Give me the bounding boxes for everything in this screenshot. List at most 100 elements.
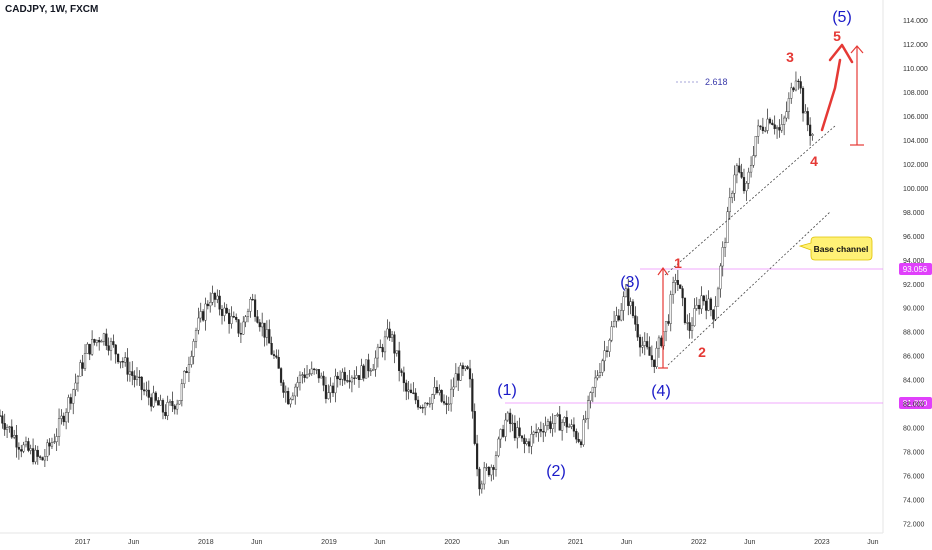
candle [669,290,672,332]
candle [237,319,240,337]
candle [400,368,403,377]
candle [650,345,653,367]
measure-arrow-left[interactable] [657,266,669,369]
candle [41,456,44,461]
candle [435,380,439,395]
candle [714,296,717,321]
candle [792,86,795,92]
candle [98,336,101,351]
x-tick-label: 2021 [568,539,584,546]
candle [638,334,642,357]
candle [407,380,410,400]
candle [627,278,630,316]
price-badge-81: 81.880 [899,397,932,409]
candle [688,313,691,339]
candle [157,397,160,406]
candle [72,388,75,415]
candle [298,371,302,391]
candle [251,293,254,301]
candle [683,297,687,325]
candle [119,361,122,369]
candle [624,284,627,298]
candle [168,399,172,406]
price-axis[interactable]: 72.000 74.000 76.000 78.000 80.000 82.000 84.0… [903,18,928,528]
measure-arrow-right[interactable] [850,45,864,146]
candle [398,341,401,382]
candle [752,145,755,168]
candle [797,78,800,90]
wave-label-blue-1: (1) [497,382,517,399]
candle [754,136,757,158]
candle [34,445,37,465]
candle [209,292,212,313]
candle [310,361,313,376]
projection-arrow[interactable] [820,43,854,132]
candle [719,263,722,298]
candle [636,316,639,341]
candle [275,349,278,359]
candle [135,367,139,386]
candle [114,344,117,364]
candle [166,395,169,421]
candle [679,284,682,289]
candle [757,119,760,144]
candle [57,408,61,446]
candle [348,369,351,389]
candle [447,396,450,411]
candle [95,339,98,347]
candle [431,393,434,410]
candle [112,334,115,348]
candle [206,300,209,310]
candle [591,386,594,403]
candle [116,353,120,364]
candle [301,372,304,384]
price-badge-93: 93.056 [899,263,932,275]
candle [428,397,431,408]
candle [799,76,802,94]
candle [211,285,214,306]
candle [202,309,205,322]
wave-label-blue-3: (3) [620,274,640,291]
candle [315,368,318,375]
candle [416,396,420,410]
time-axis[interactable]: 2017 Jun 2018 Jun 2019 Jun 2020 Jun 2021 Jun 2022 J… [75,539,879,546]
candle [369,368,372,376]
candle [343,367,346,385]
channel-upper-line[interactable] [664,125,836,276]
candle [513,415,516,441]
candle [230,306,233,329]
candle [357,375,361,388]
candle [775,125,779,139]
candle [740,163,743,179]
candle [3,413,6,436]
candle [461,362,465,377]
candle [707,290,710,312]
candle [516,420,519,449]
candle [367,353,370,378]
candle [549,416,552,434]
channel-lower-line[interactable] [667,211,831,366]
candle [55,428,58,451]
candle [145,381,148,397]
candle [183,370,186,389]
candle [686,314,689,331]
candle [69,393,72,410]
candle [83,344,87,371]
y-tick-label: 78.000 [903,450,925,457]
candle [128,361,132,382]
candle [171,391,174,412]
candle [518,417,521,438]
x-tick-label: 2018 [198,539,214,546]
base-channel-callout[interactable]: Base channel [798,236,873,261]
wave-label-blue-5: (5) [832,9,852,26]
candle [107,337,110,356]
candle [218,290,221,316]
candle [454,363,457,388]
candle [558,405,561,431]
y-tick-label: 80.000 [903,426,925,433]
candle [459,362,462,382]
candle [402,366,405,392]
candle [225,303,228,315]
candle [164,404,167,420]
